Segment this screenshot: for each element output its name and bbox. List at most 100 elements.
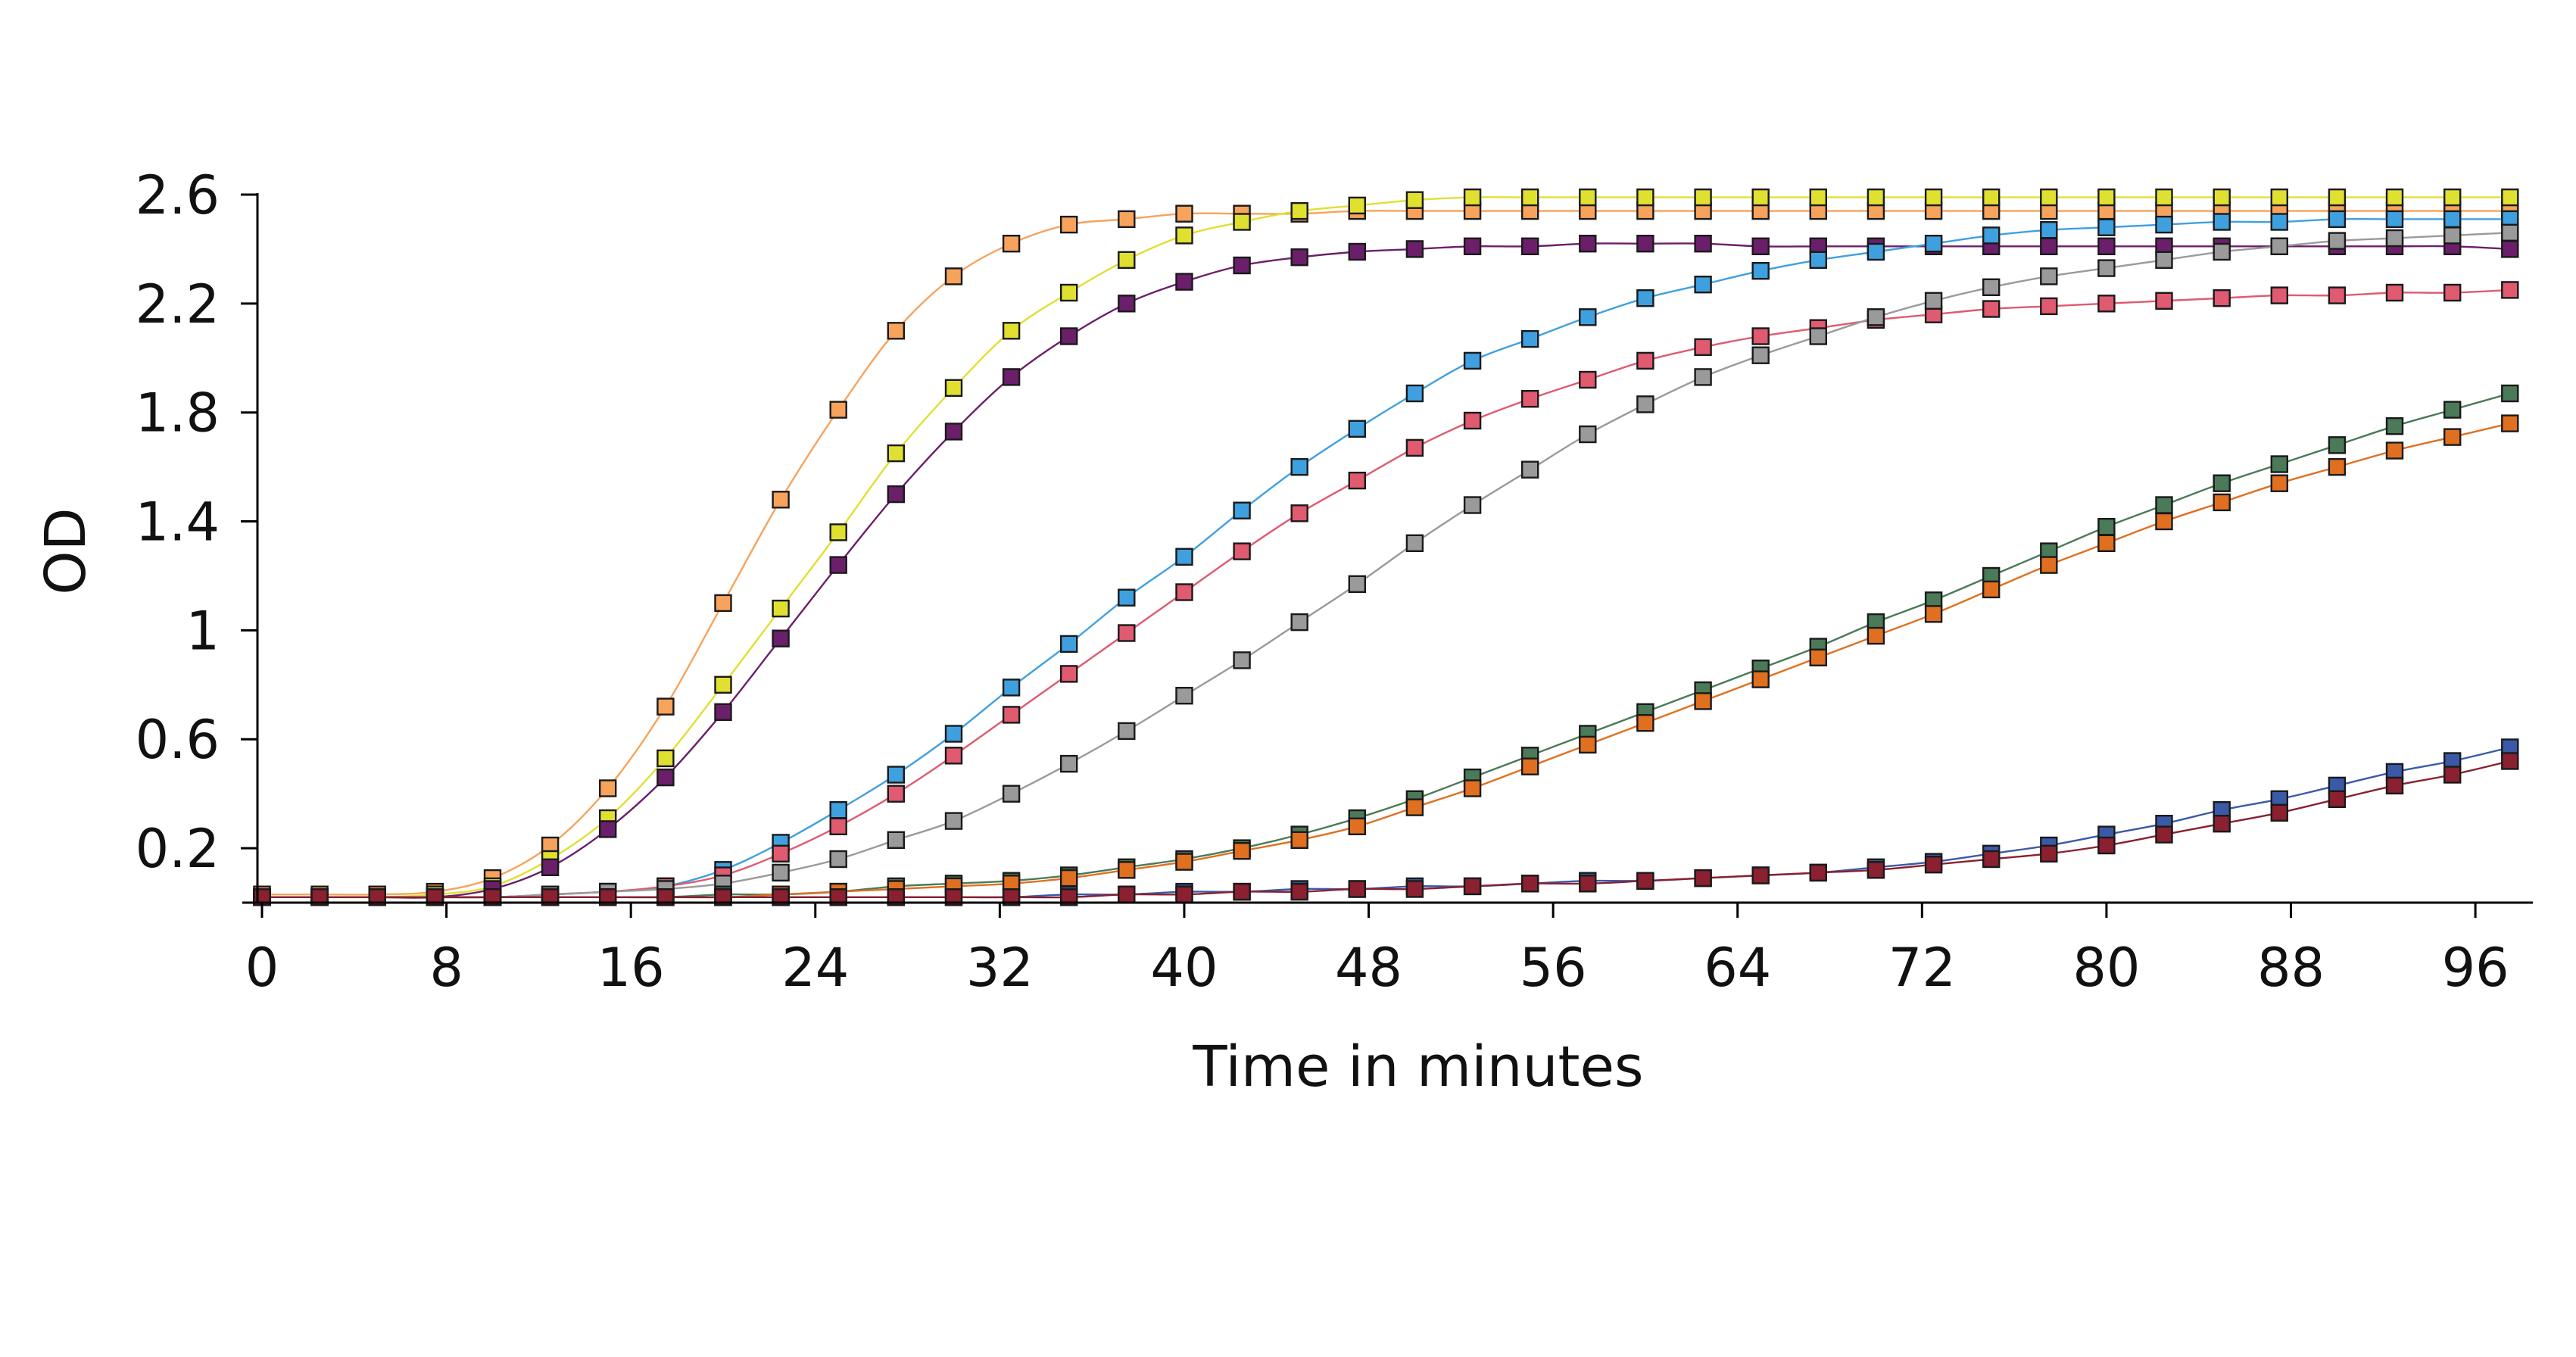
data-point-marker (1924, 605, 1943, 623)
ticks: 0 8 16 24 32 40 48 56 64 72 80 88 96 0.2 0.6 1 1.4 1.8 2.2… (136, 164, 2509, 999)
data-point-marker (944, 747, 963, 765)
data-point-marker (2155, 215, 2173, 234)
data-point-marker (944, 888, 963, 906)
data-point-marker (2097, 237, 2116, 255)
data-point-marker (2270, 474, 2289, 492)
series-layer (253, 188, 2519, 906)
data-point-marker (944, 725, 963, 743)
data-point-marker (1520, 390, 1539, 408)
data-point-marker (1867, 626, 1885, 645)
data-point-marker (2443, 428, 2462, 446)
data-point-marker (944, 423, 963, 441)
data-point-marker (1579, 235, 1597, 253)
series-9 (253, 738, 2519, 906)
data-point-marker (944, 267, 963, 285)
data-point-marker (1463, 237, 1482, 255)
data-point-marker (1520, 329, 1539, 348)
data-point-marker (310, 888, 329, 906)
data-point-marker (2385, 283, 2404, 302)
data-point-marker (1636, 872, 1654, 890)
x-tick-label: 0 (245, 937, 279, 999)
data-point-marker (2501, 188, 2519, 207)
data-point-marker (1579, 370, 1597, 389)
data-point-marker (1751, 866, 1770, 884)
data-point-marker (2443, 226, 2462, 245)
data-point-marker (887, 831, 906, 850)
data-point-marker (2097, 259, 2116, 277)
data-point-marker (1809, 863, 1828, 882)
data-point-marker (1002, 678, 1021, 697)
data-point-marker (2213, 213, 2231, 231)
data-point-marker (1059, 869, 1078, 888)
data-point-marker (1463, 877, 1482, 896)
data-point-marker (829, 401, 847, 419)
data-point-marker (1002, 888, 1021, 906)
data-point-marker (1290, 504, 1308, 523)
data-point-marker (1694, 692, 1712, 710)
data-point-marker (2155, 251, 2173, 269)
data-point-marker (1982, 850, 2001, 869)
data-point-marker (2155, 188, 2173, 207)
data-point-marker (1405, 534, 1424, 552)
series-5 (253, 281, 2519, 906)
data-point-marker (1290, 201, 1308, 220)
data-point-marker (1233, 256, 1251, 275)
data-point-marker (1579, 735, 1597, 754)
x-tick-label: 16 (597, 937, 665, 999)
data-point-marker (2155, 512, 2173, 531)
data-point-marker (2501, 384, 2519, 403)
data-point-marker (1348, 471, 1367, 490)
data-point-marker (1059, 665, 1078, 683)
x-tick-label: 88 (2257, 937, 2325, 999)
data-point-marker (2443, 188, 2462, 207)
data-point-marker (1059, 215, 1078, 234)
data-point-marker (2040, 844, 2058, 863)
data-point-marker (2097, 295, 2116, 313)
data-point-marker (1233, 501, 1251, 519)
data-point-marker (887, 322, 906, 340)
data-point-marker (1059, 754, 1078, 773)
data-point-marker (1520, 875, 1539, 893)
data-point-marker (2213, 814, 2231, 833)
x-tick-label: 64 (1704, 937, 1771, 999)
data-point-marker (2385, 776, 2404, 795)
data-point-marker (656, 768, 675, 787)
data-point-marker (2155, 496, 2173, 514)
data-point-marker (1348, 817, 1367, 836)
data-point-marker (1867, 242, 1885, 261)
data-point-marker (1175, 885, 1193, 903)
data-point-marker (1924, 292, 1943, 310)
axes (242, 193, 2533, 904)
data-point-marker (2328, 210, 2347, 229)
data-point-marker (1809, 327, 1828, 345)
data-point-marker (541, 888, 560, 906)
data-point-marker (1290, 882, 1308, 901)
data-point-marker (1348, 242, 1367, 261)
data-point-marker (772, 863, 790, 882)
data-point-marker (1118, 588, 1136, 607)
data-point-marker (2501, 281, 2519, 299)
data-point-marker (2385, 188, 2404, 207)
x-tick-label: 40 (1150, 937, 1218, 999)
data-point-marker (1520, 188, 1539, 207)
data-point-marker (1520, 757, 1539, 775)
data-point-marker (1059, 327, 1078, 345)
data-point-marker (772, 629, 790, 647)
data-point-marker (2443, 766, 2462, 784)
data-point-marker (1002, 785, 1021, 803)
data-point-marker (1348, 420, 1367, 438)
data-point-marker (2443, 283, 2462, 302)
y-tick-label: 1.4 (136, 491, 220, 554)
data-point-marker (887, 766, 906, 784)
series-6 (253, 223, 2519, 906)
x-tick-label: 24 (781, 937, 849, 999)
data-point-marker (1751, 237, 1770, 255)
data-point-marker (1982, 580, 2001, 599)
data-point-marker (2328, 286, 2347, 304)
data-point-marker (1463, 188, 1482, 207)
data-point-marker (1118, 722, 1136, 741)
data-point-marker (1751, 188, 1770, 207)
data-point-marker (1002, 368, 1021, 386)
data-point-marker (1348, 880, 1367, 898)
